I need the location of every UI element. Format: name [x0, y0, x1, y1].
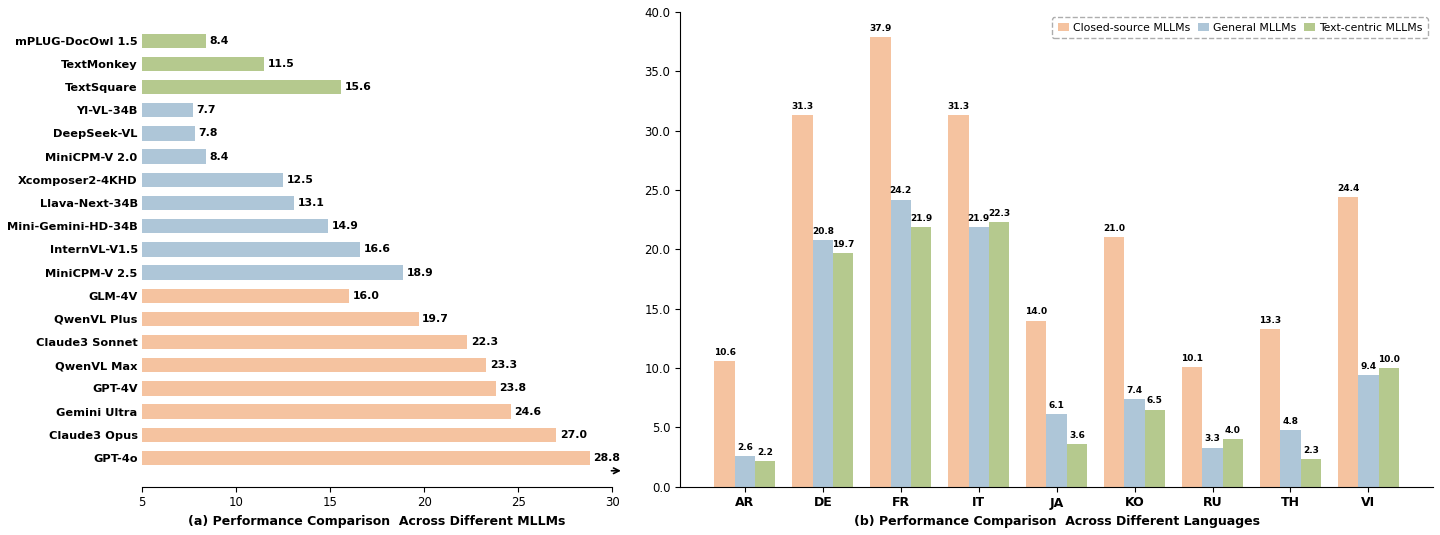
- Bar: [1145, 410, 1165, 487]
- Text: 12.5: 12.5: [287, 175, 314, 185]
- Text: 14.9: 14.9: [333, 221, 359, 231]
- Text: 21.9: 21.9: [910, 213, 932, 223]
- Bar: [143, 34, 206, 48]
- Text: 19.7: 19.7: [422, 314, 449, 324]
- Bar: [1300, 460, 1320, 487]
- Bar: [143, 427, 556, 442]
- Bar: [1378, 368, 1398, 487]
- Bar: [143, 451, 590, 465]
- Text: 28.8: 28.8: [593, 453, 621, 463]
- Bar: [1027, 320, 1047, 487]
- Text: 10.1: 10.1: [1181, 354, 1204, 363]
- Bar: [143, 404, 511, 419]
- Bar: [143, 57, 264, 71]
- Text: 4.8: 4.8: [1283, 417, 1299, 426]
- Bar: [1125, 399, 1145, 487]
- Text: 8.4: 8.4: [210, 36, 229, 45]
- Text: 10.6: 10.6: [714, 348, 736, 357]
- Bar: [143, 242, 360, 257]
- Text: 9.4: 9.4: [1361, 362, 1377, 371]
- Bar: [734, 456, 755, 487]
- Bar: [949, 115, 969, 487]
- Bar: [714, 361, 734, 487]
- Bar: [1260, 329, 1280, 487]
- Bar: [143, 149, 206, 164]
- Text: 3.6: 3.6: [1068, 431, 1084, 440]
- Bar: [755, 461, 775, 487]
- Text: 7.7: 7.7: [196, 105, 216, 115]
- Text: 27.0: 27.0: [560, 430, 586, 440]
- Text: 2.3: 2.3: [1303, 446, 1319, 455]
- Bar: [812, 240, 832, 487]
- Bar: [1338, 197, 1358, 487]
- Text: 13.3: 13.3: [1259, 316, 1282, 325]
- Bar: [1067, 444, 1087, 487]
- Text: 6.5: 6.5: [1146, 396, 1162, 406]
- Text: 37.9: 37.9: [870, 24, 891, 33]
- Bar: [1223, 439, 1243, 487]
- Text: 22.3: 22.3: [471, 337, 498, 347]
- Bar: [870, 37, 890, 487]
- Text: 16.6: 16.6: [364, 244, 390, 254]
- Text: 31.3: 31.3: [948, 102, 969, 111]
- Text: 24.4: 24.4: [1336, 184, 1359, 193]
- Bar: [143, 312, 419, 326]
- Text: 13.1: 13.1: [298, 198, 325, 208]
- Text: 16.0: 16.0: [353, 291, 380, 301]
- Text: 22.3: 22.3: [988, 209, 1009, 218]
- Text: 7.8: 7.8: [199, 128, 217, 139]
- Bar: [143, 381, 495, 396]
- Bar: [143, 358, 487, 372]
- Text: 24.2: 24.2: [890, 186, 912, 195]
- Text: 2.6: 2.6: [737, 443, 753, 452]
- Bar: [143, 288, 348, 303]
- Bar: [143, 219, 328, 233]
- Text: 21.0: 21.0: [1103, 224, 1125, 233]
- Text: 11.5: 11.5: [268, 59, 295, 69]
- Bar: [1358, 375, 1378, 487]
- Text: 4.0: 4.0: [1225, 426, 1241, 435]
- Bar: [792, 115, 812, 487]
- Bar: [1104, 238, 1125, 487]
- Text: 23.3: 23.3: [490, 360, 517, 370]
- Text: 19.7: 19.7: [832, 240, 854, 249]
- Bar: [912, 227, 932, 487]
- Text: 2.2: 2.2: [757, 447, 773, 456]
- Text: 23.8: 23.8: [500, 384, 527, 393]
- Text: 14.0: 14.0: [1025, 308, 1047, 316]
- Text: 21.9: 21.9: [968, 213, 989, 223]
- Bar: [832, 253, 852, 487]
- Text: 20.8: 20.8: [812, 227, 834, 236]
- Legend: Closed-source MLLMs, General MLLMs, Text-centric MLLMs: Closed-source MLLMs, General MLLMs, Text…: [1053, 17, 1427, 38]
- Text: 3.3: 3.3: [1205, 434, 1221, 444]
- Bar: [143, 196, 294, 210]
- Text: 18.9: 18.9: [408, 268, 433, 278]
- Bar: [143, 173, 284, 187]
- Bar: [1202, 448, 1223, 487]
- Bar: [1047, 415, 1067, 487]
- Bar: [989, 222, 1009, 487]
- Text: 15.6: 15.6: [346, 82, 372, 92]
- Text: 7.4: 7.4: [1126, 386, 1143, 395]
- Text: 8.4: 8.4: [210, 151, 229, 162]
- X-axis label: (a) Performance Comparison  Across Different MLLMs: (a) Performance Comparison Across Differ…: [189, 515, 566, 528]
- Text: 10.0: 10.0: [1378, 355, 1400, 364]
- Bar: [143, 80, 341, 94]
- Bar: [890, 200, 912, 487]
- Bar: [143, 103, 193, 118]
- X-axis label: (b) Performance Comparison  Across Different Languages: (b) Performance Comparison Across Differ…: [854, 515, 1260, 528]
- Bar: [1182, 367, 1202, 487]
- Bar: [143, 265, 403, 280]
- Text: 24.6: 24.6: [514, 407, 541, 417]
- Text: 6.1: 6.1: [1048, 401, 1064, 410]
- Bar: [143, 335, 468, 349]
- Bar: [143, 126, 194, 141]
- Bar: [1280, 430, 1300, 487]
- Text: 31.3: 31.3: [792, 102, 814, 111]
- Bar: [969, 227, 989, 487]
